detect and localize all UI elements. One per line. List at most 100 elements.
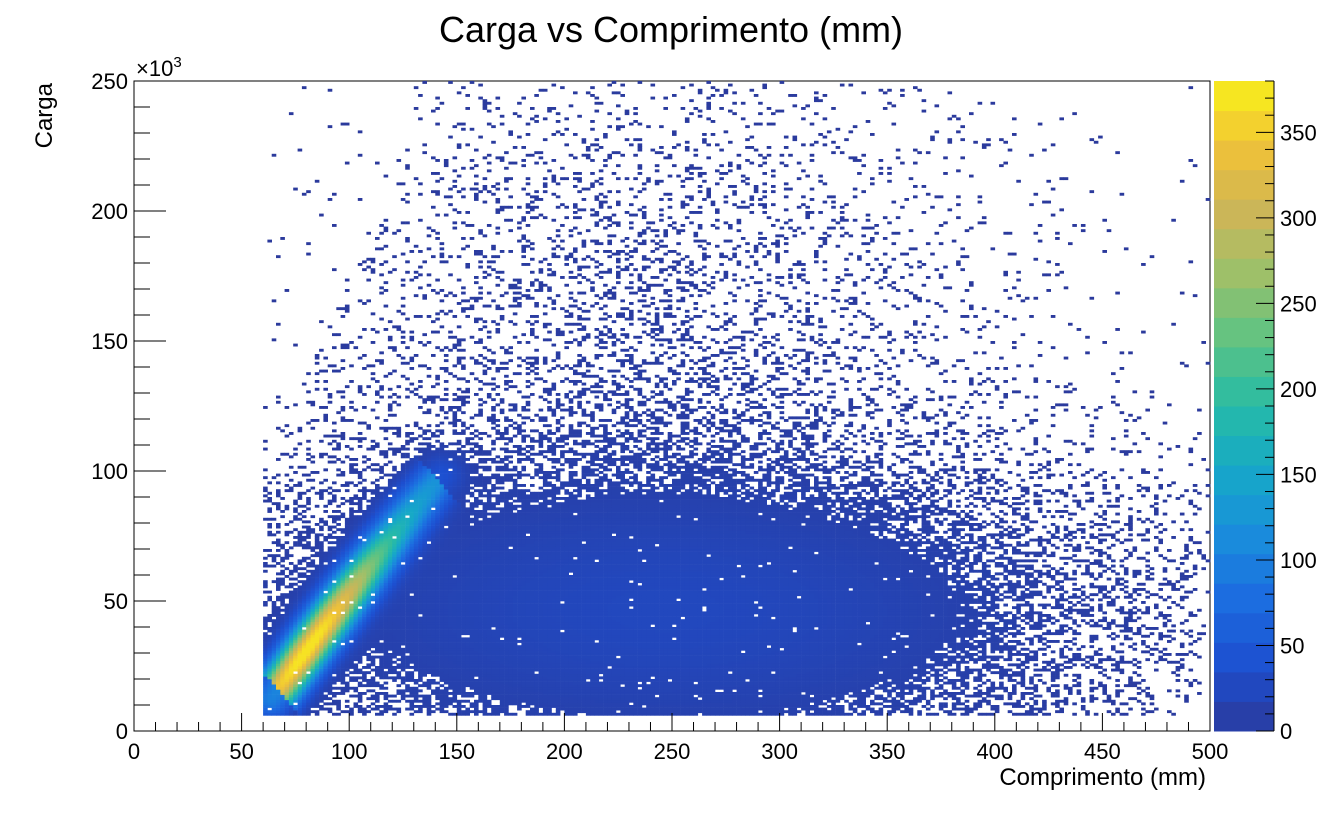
heatmap-cell (340, 367, 346, 370)
heatmap-cell (486, 517, 492, 521)
heatmap-cell (327, 598, 333, 602)
heatmap-cell (284, 645, 290, 649)
heatmap-cell (486, 653, 492, 656)
heatmap-cell (418, 538, 423, 542)
heatmap-cell (362, 616, 367, 620)
heatmap-cell (276, 645, 281, 649)
heatmap-cell (482, 177, 488, 181)
heatmap-cell (340, 621, 346, 625)
heatmap-cell (413, 588, 419, 591)
heatmap-cell (439, 473, 445, 477)
heatmap-cell (491, 647, 496, 651)
heatmap-cell (409, 528, 415, 532)
heatmap-cell (332, 525, 337, 529)
heatmap-cell (276, 580, 281, 584)
heatmap-cell (456, 666, 462, 669)
heatmap-cell (418, 699, 423, 703)
heatmap-cell (387, 707, 393, 711)
heatmap-cell (310, 619, 316, 623)
heatmap-cell (405, 577, 410, 581)
heatmap-cell (478, 476, 483, 480)
heatmap-cell (409, 611, 415, 615)
heatmap-cell (387, 559, 393, 563)
heatmap-cell (271, 476, 277, 480)
heatmap-cell (443, 515, 449, 519)
heatmap-cell (486, 497, 492, 500)
heatmap-cell (452, 554, 458, 558)
heatmap-cell (306, 400, 311, 404)
heatmap-cell (452, 611, 458, 615)
heatmap-cell (387, 569, 393, 573)
heatmap-cell (413, 608, 419, 612)
heatmap-cell (474, 692, 479, 695)
heatmap-cell (301, 588, 307, 591)
heatmap-cell (452, 642, 458, 646)
heatmap-cell (280, 497, 285, 500)
heatmap-cell (383, 499, 389, 503)
heatmap-cell (448, 541, 453, 545)
heatmap-cell (349, 364, 354, 368)
heatmap-cell (340, 593, 346, 597)
heatmap-cell (422, 432, 427, 435)
heatmap-cell (387, 543, 393, 547)
heatmap-cell (284, 289, 290, 292)
heatmap-cell (349, 517, 354, 521)
heatmap-cell (340, 471, 346, 474)
heatmap-cell (422, 629, 427, 633)
heatmap-cell (284, 647, 290, 651)
heatmap-cell (405, 611, 410, 615)
heatmap-cell (413, 647, 419, 651)
heatmap-cell (474, 174, 479, 178)
heatmap-cell (439, 101, 445, 105)
heatmap-cell (263, 663, 268, 667)
heatmap-cell (370, 530, 376, 534)
heatmap-cell (418, 395, 423, 399)
heatmap-cell (297, 536, 303, 539)
heatmap-cell (297, 642, 303, 646)
heatmap-cell (465, 491, 470, 495)
heatmap-cell (332, 686, 337, 690)
heatmap-cell (482, 629, 488, 633)
heatmap-cell (456, 663, 462, 667)
heatmap-cell (392, 647, 397, 651)
heatmap-cell (284, 611, 290, 615)
heatmap-cell (431, 681, 436, 685)
heatmap-cell (435, 523, 440, 526)
heatmap-cell (405, 686, 410, 690)
heatmap-cell (491, 686, 496, 690)
heatmap-cell (435, 606, 440, 610)
heatmap-cell (366, 538, 371, 542)
heatmap-cell (357, 387, 363, 391)
heatmap-cell (486, 676, 492, 680)
heatmap-cell (323, 452, 328, 456)
heatmap-cell (478, 663, 483, 667)
heatmap-cell (482, 624, 488, 628)
heatmap-cell (422, 645, 427, 649)
heatmap-cell (418, 580, 423, 584)
heatmap-cell (413, 603, 419, 607)
heatmap-cell (452, 595, 458, 599)
heatmap-cell (474, 668, 479, 672)
heatmap-cell (405, 624, 410, 628)
heatmap-cell (456, 395, 462, 399)
heatmap-cell (486, 671, 492, 675)
heatmap-cell (478, 450, 483, 454)
heatmap-cell (469, 642, 475, 646)
heatmap-cell (353, 647, 359, 651)
heatmap-cell (340, 660, 346, 664)
heatmap-cell (327, 642, 333, 646)
heatmap-cell (400, 465, 406, 469)
heatmap-cell (439, 627, 445, 630)
heatmap-cell (452, 452, 458, 456)
heatmap-cell (469, 486, 475, 490)
heatmap-cell (469, 588, 475, 591)
heatmap-cell (461, 601, 466, 604)
heatmap-cell (323, 653, 328, 656)
heatmap-cell (469, 510, 475, 513)
heatmap-cell (422, 556, 427, 560)
heatmap-cell (276, 671, 281, 675)
heatmap-cell (482, 156, 488, 160)
heatmap-cell (426, 471, 432, 474)
heatmap-cell (383, 621, 389, 625)
heatmap-cell (310, 549, 316, 552)
